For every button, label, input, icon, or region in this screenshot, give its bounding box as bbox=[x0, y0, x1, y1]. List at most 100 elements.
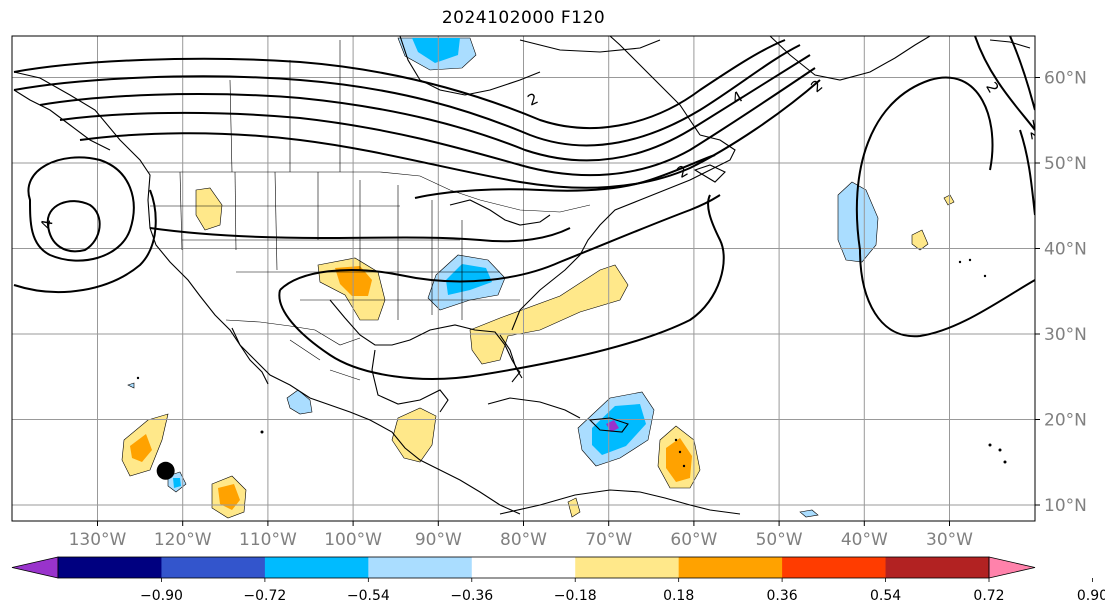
lon-tick-label: 130°W bbox=[69, 530, 127, 550]
contour-cutoff-low bbox=[27, 156, 135, 262]
coastline-arctic-islands bbox=[519, 39, 661, 53]
border-state-n-s-3 bbox=[274, 171, 278, 271]
anomaly-yellow-montana bbox=[195, 187, 223, 231]
anomaly-yellow-s-america bbox=[567, 497, 581, 518]
anomaly-blue-small-e bbox=[799, 509, 819, 518]
anomaly-orange-lesser-antilles bbox=[666, 438, 692, 482]
colorbar-extend-low bbox=[11, 556, 59, 579]
anomaly-orange-pacific1 bbox=[130, 434, 152, 462]
colorbar: −0.90 −0.72 −0.54 −0.36 −0.18 0.18 0.36 0.54 0.7… bbox=[11, 556, 1105, 604]
colorbar-tick-label: 0.72 bbox=[973, 588, 1004, 604]
contour-west-trough bbox=[13, 189, 157, 294]
contour-label: 4 bbox=[37, 218, 56, 231]
lon-tick-label: 40°W bbox=[841, 530, 888, 550]
colorbar-swatch bbox=[161, 557, 266, 578]
colorbar-swatch bbox=[885, 557, 990, 578]
contour-jet-3 bbox=[39, 54, 811, 162]
border-us-mexico bbox=[225, 319, 361, 346]
contour-gulf-low bbox=[278, 194, 725, 380]
coastline-east-us bbox=[511, 134, 736, 331]
colorbar-tick-label: 0.90 bbox=[1077, 588, 1105, 604]
gridlines bbox=[12, 36, 1035, 521]
lon-tick-label: 80°W bbox=[500, 530, 547, 550]
contour-jet-4 bbox=[59, 67, 816, 177]
coastline-greenland bbox=[769, 36, 931, 81]
lon-tick-label: 90°W bbox=[415, 530, 462, 550]
colorbar-tick-label: −0.90 bbox=[140, 588, 183, 604]
political-borders bbox=[148, 40, 591, 381]
anomaly-yellow-small-atl1 bbox=[911, 229, 929, 251]
lat-tick-label: 20°N bbox=[1044, 411, 1087, 431]
anomaly-blue-caribbean-core bbox=[592, 404, 646, 455]
contour-jet-1 bbox=[13, 39, 786, 130]
contour-jet-5 bbox=[79, 79, 821, 189]
lat-tick-label: 40°N bbox=[1044, 240, 1087, 260]
colorbar-swatch bbox=[678, 557, 783, 578]
anomaly-yellow-central-america bbox=[391, 407, 437, 463]
height-contours bbox=[13, 36, 1035, 380]
lat-tick-label: 50°N bbox=[1044, 154, 1087, 174]
coastline-cuba bbox=[487, 397, 581, 419]
latitude-axis: 60°N 50°N 40°N 30°N 20°N 10°N bbox=[1035, 69, 1087, 516]
lat-tick-label: 10°N bbox=[1044, 496, 1087, 516]
coastline-hispaniola bbox=[588, 417, 629, 433]
colorbar-swatch bbox=[368, 557, 473, 578]
small-islands bbox=[136, 258, 1007, 468]
colorbar-tick-label: 0.18 bbox=[663, 588, 694, 604]
lon-tick-label: 70°W bbox=[585, 530, 632, 550]
colorbar-extend-high bbox=[988, 556, 1036, 579]
coastline-newfoundland bbox=[693, 164, 726, 183]
contour-ohio bbox=[149, 227, 571, 243]
contour-atlantic-high-2 bbox=[859, 249, 1035, 338]
colorbar-frame bbox=[57, 556, 990, 579]
anomaly-orange-pacific2 bbox=[218, 484, 240, 510]
coastline-yucatan bbox=[371, 349, 449, 413]
lat-tick-label: 60°N bbox=[1044, 69, 1087, 89]
coastline-iceland bbox=[989, 39, 1031, 49]
lon-tick-label: 30°W bbox=[926, 530, 973, 550]
colorbar-tick-label: −0.72 bbox=[243, 588, 286, 604]
colorbar-swatch bbox=[58, 557, 162, 578]
lon-tick-label: 120°W bbox=[154, 530, 212, 550]
coastline-florida bbox=[499, 334, 523, 379]
coastline-alaska bbox=[13, 89, 111, 151]
colorbar-tick-label: 0.36 bbox=[767, 588, 798, 604]
anomaly-blue-pacific-core bbox=[173, 478, 181, 488]
lon-tick-label: 60°W bbox=[670, 530, 717, 550]
longitude-axis: 130°W 120°W 110°W 100°W 90°W 80°W 70°W 60°W 50°W… bbox=[69, 521, 973, 550]
contour-lakes bbox=[414, 154, 716, 199]
lon-tick-label: 50°W bbox=[756, 530, 803, 550]
colorbar-swatch bbox=[575, 557, 680, 578]
contour-ne-atlantic-2 bbox=[1009, 36, 1035, 111]
border-mexico-states bbox=[289, 339, 361, 381]
border-us-canada bbox=[148, 171, 591, 213]
contour-gulf-high bbox=[279, 194, 721, 291]
lon-tick-label: 100°W bbox=[324, 530, 382, 550]
contour-atlantic-high bbox=[855, 76, 994, 251]
colorbar-tick-label: −0.18 bbox=[554, 588, 597, 604]
storm-position-marker bbox=[156, 461, 175, 480]
contour-ne-atlantic bbox=[974, 36, 1035, 131]
border-state-n-s-1 bbox=[179, 171, 183, 251]
map-title: 2024102000 F120 bbox=[441, 8, 606, 28]
anomaly-yellow-southeast bbox=[469, 264, 629, 365]
lon-tick-label: 110°W bbox=[239, 530, 297, 550]
coastline-hudson-bay bbox=[399, 36, 541, 96]
anomaly-blue-hudson-core bbox=[412, 38, 460, 63]
colorbar-swatch bbox=[471, 557, 576, 578]
colorbar-swatch bbox=[782, 557, 887, 578]
coastline-baja bbox=[231, 327, 269, 385]
coastline-south-america bbox=[499, 489, 741, 515]
colorbar-tick-label: −0.54 bbox=[347, 588, 390, 604]
coastline-great-lakes bbox=[449, 199, 551, 226]
contour-cutoff-inner bbox=[46, 200, 101, 253]
contour-ne-atlantic-3 bbox=[1019, 129, 1035, 216]
anomaly-purple-hispaniola bbox=[606, 420, 619, 432]
colorbar-tick-label: 0.54 bbox=[870, 588, 901, 604]
anomaly-blue-small-w bbox=[127, 382, 135, 389]
colorbar-swatch bbox=[264, 557, 369, 578]
contour-label: −2 bbox=[1024, 117, 1046, 142]
colorbar-tick-label: −0.36 bbox=[450, 588, 493, 604]
lat-tick-label: 30°N bbox=[1044, 325, 1087, 345]
